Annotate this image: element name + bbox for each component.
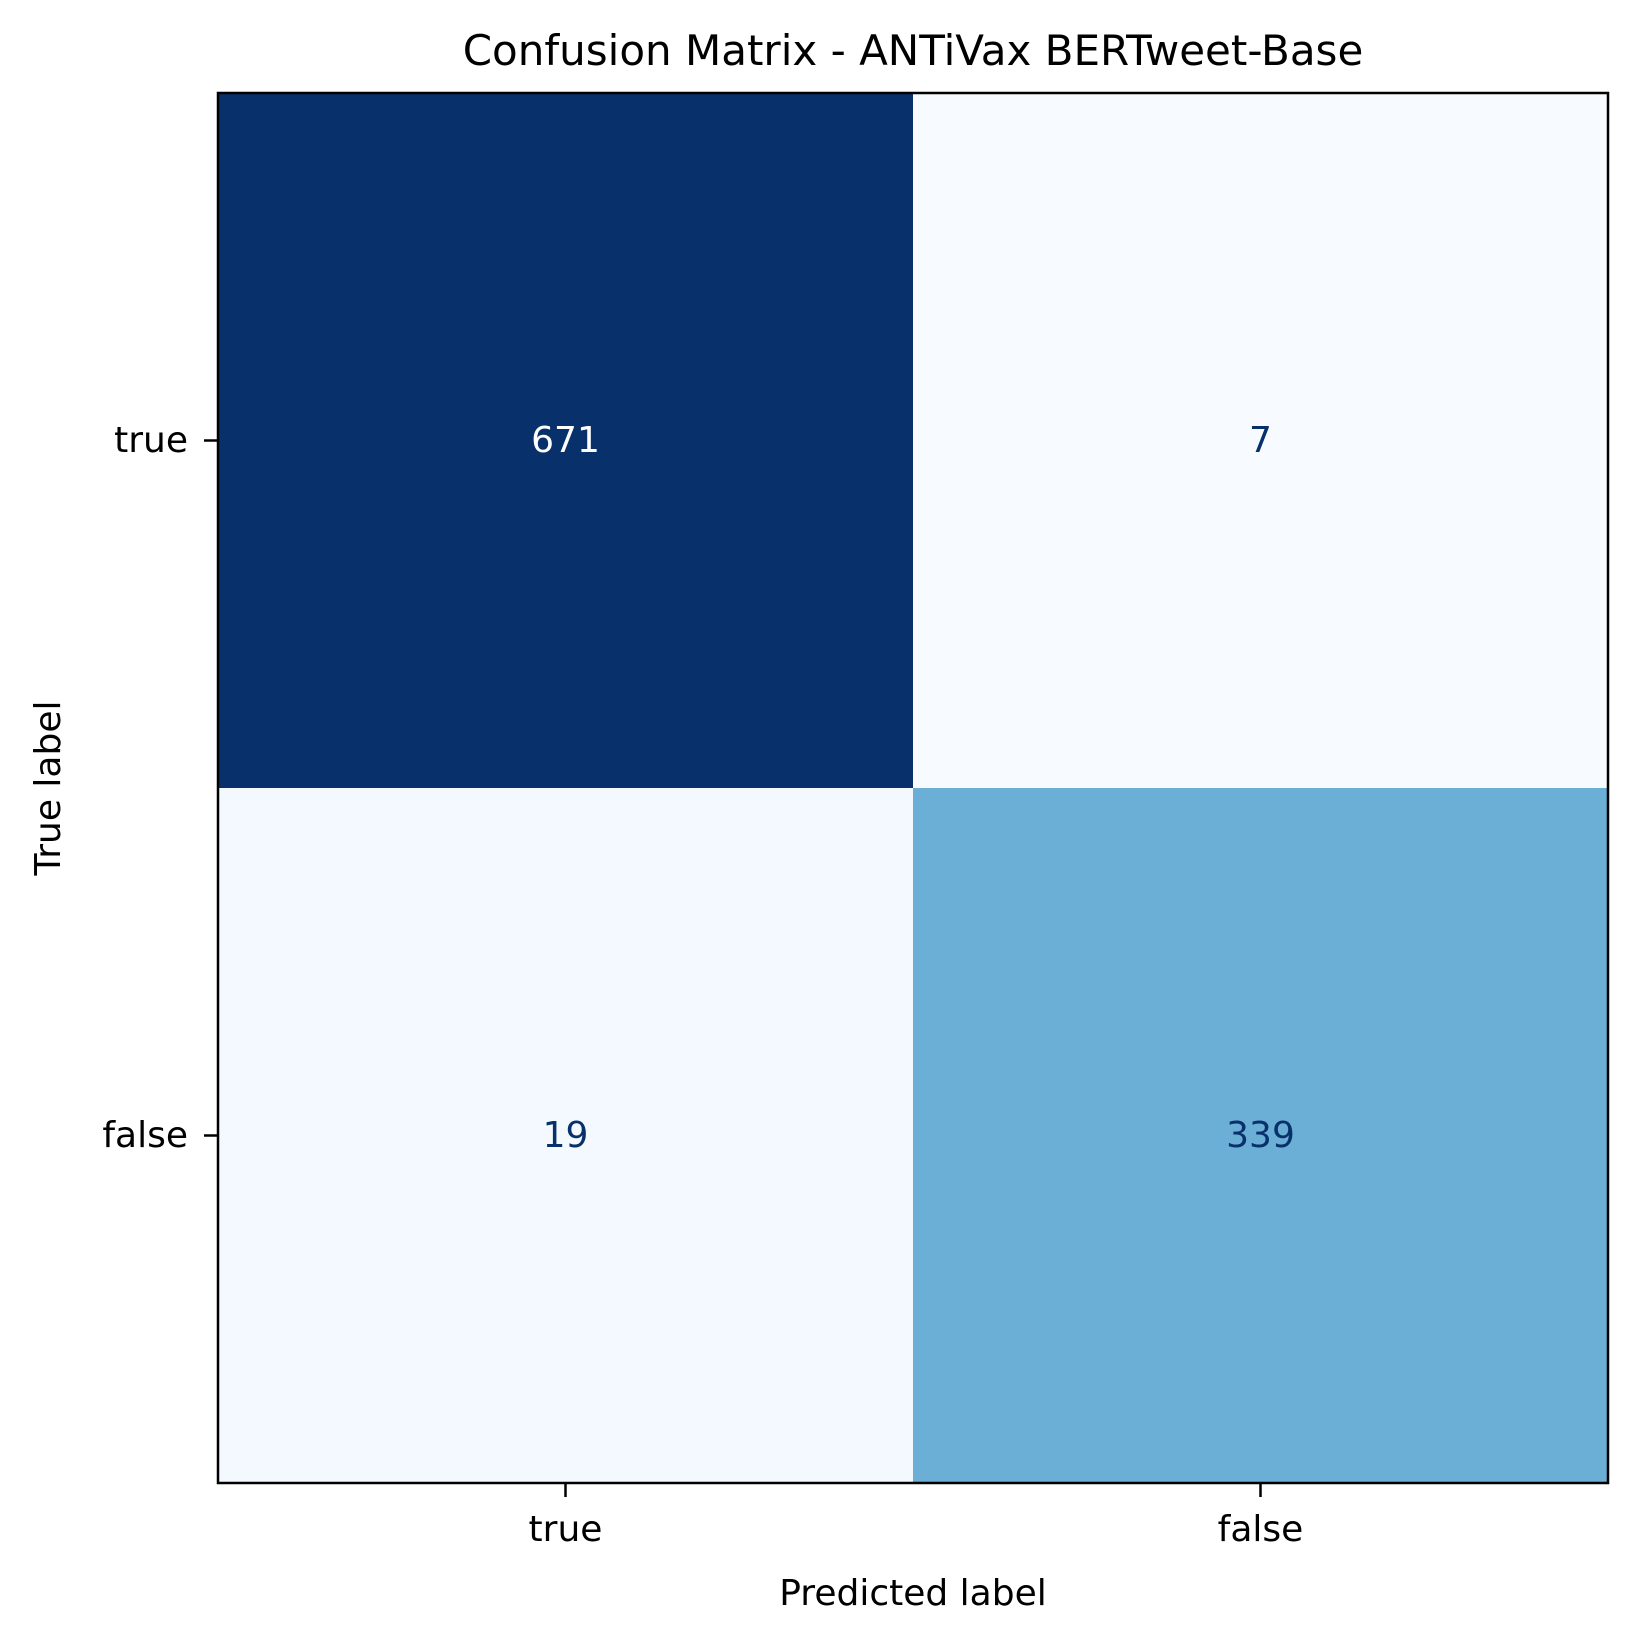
x-tick-label: false bbox=[1218, 1509, 1304, 1550]
x-tick-label: true bbox=[529, 1509, 603, 1550]
cell-labels: 671 7 19 339 bbox=[531, 420, 1295, 1156]
y-tick-label: false bbox=[102, 1115, 188, 1156]
x-axis-label: Predicted label bbox=[779, 1573, 1047, 1614]
cell-value-label: 339 bbox=[1226, 1115, 1295, 1156]
heatmap-cell bbox=[913, 788, 1609, 1484]
axis-ticks: true false true false bbox=[102, 420, 1303, 1550]
cell-value-label: 19 bbox=[543, 1115, 589, 1156]
chart-title: Confusion Matrix - ANTiVax BERTweet-Base bbox=[463, 26, 1364, 75]
heatmap-cell bbox=[218, 788, 914, 1484]
heatmap-cells bbox=[218, 93, 1609, 1484]
heatmap-cell bbox=[913, 93, 1609, 789]
cell-value-label: 671 bbox=[531, 420, 600, 461]
plot-frame bbox=[216, 91, 1610, 1485]
cell-value-label: 7 bbox=[1249, 420, 1272, 461]
heatmap-cell bbox=[218, 93, 914, 789]
y-tick-label: true bbox=[114, 420, 188, 461]
y-axis-label: True label bbox=[28, 701, 69, 877]
